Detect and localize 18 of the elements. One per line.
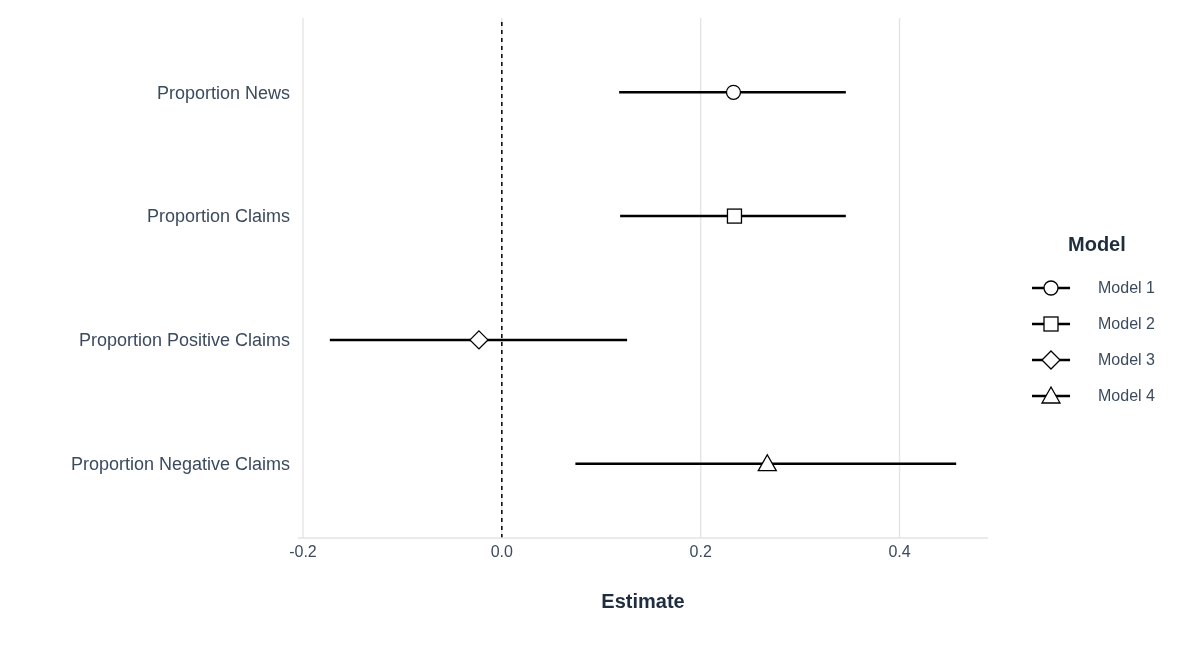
y-tick-label: Proportion Negative Claims (70, 454, 290, 475)
legend-label: Model 1 (1098, 278, 1155, 297)
point (726, 208, 743, 224)
x-axis-title: Estimate (601, 590, 685, 612)
legend-label: Model 2 (1098, 314, 1155, 333)
y-tick-label: Proportion Claims (146, 206, 290, 227)
x-tick-label: 0.2 (689, 543, 712, 561)
y-tick-label: Proportion Positive Claims (78, 330, 290, 351)
x-tick-label: -0.2 (289, 543, 317, 561)
legend-title: Model (1068, 232, 1127, 256)
legend-label: Model 3 (1098, 350, 1155, 369)
x-tick-label: 0.4 (888, 543, 911, 561)
y-tick-label: Proportion News (156, 82, 290, 103)
legend-label: Model 4 (1098, 386, 1155, 405)
point (725, 84, 742, 100)
x-tick-label: 0.0 (490, 543, 514, 561)
point (469, 330, 489, 350)
point (757, 454, 777, 472)
